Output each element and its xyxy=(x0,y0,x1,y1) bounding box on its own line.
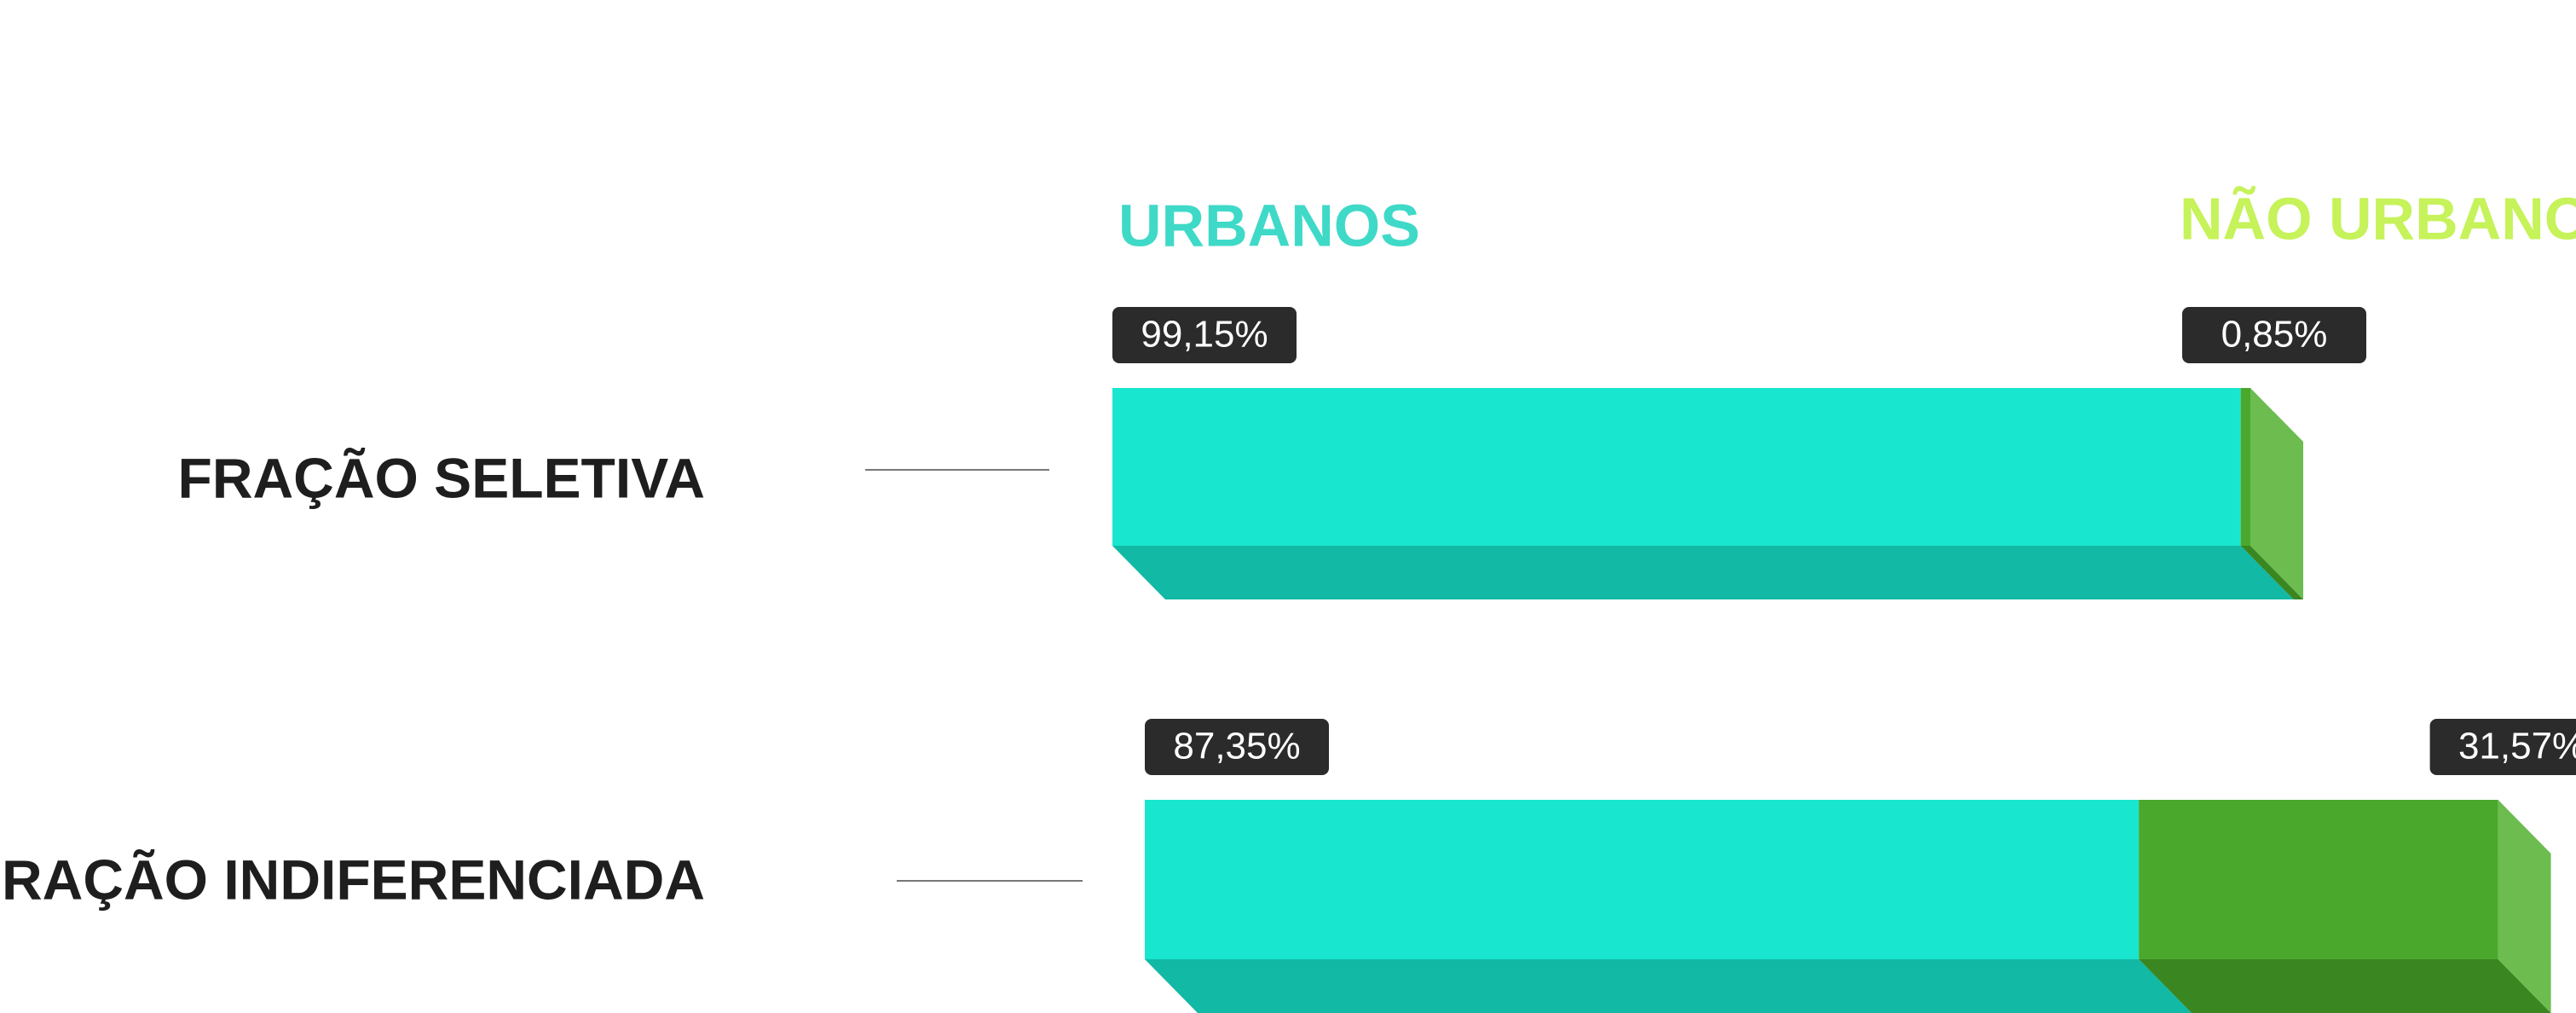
legend-label: NÃO URBANOS xyxy=(2180,185,2576,252)
value-label: 31,57% xyxy=(2458,726,2576,767)
bar-segment xyxy=(1112,388,2241,546)
bar-depth xyxy=(2139,959,2551,1013)
bar-side xyxy=(2498,800,2551,1013)
bar-segment xyxy=(2240,388,2250,546)
value-label: 87,35% xyxy=(1173,726,1300,767)
bar-side xyxy=(2250,388,2303,599)
value-label-box xyxy=(2429,719,2576,775)
bar-segment xyxy=(2139,800,2498,959)
legend-label: URBANOS xyxy=(1118,192,1420,258)
category-label: FRAÇÃO INDIFERENCIADA xyxy=(0,848,705,911)
value-label: 99,15% xyxy=(1141,314,1268,356)
value-label-box xyxy=(2182,307,2366,363)
bar-depth xyxy=(1145,959,2192,1013)
category-label: FRAÇÃO SELETIVA xyxy=(178,446,705,509)
value-label: 0,85% xyxy=(2221,314,2328,356)
value-label-box xyxy=(1145,719,1329,775)
value-label-box xyxy=(1112,307,1297,363)
bar-segment xyxy=(1145,800,2140,959)
bar-depth xyxy=(2240,546,2303,599)
bar-depth xyxy=(1112,546,2294,599)
